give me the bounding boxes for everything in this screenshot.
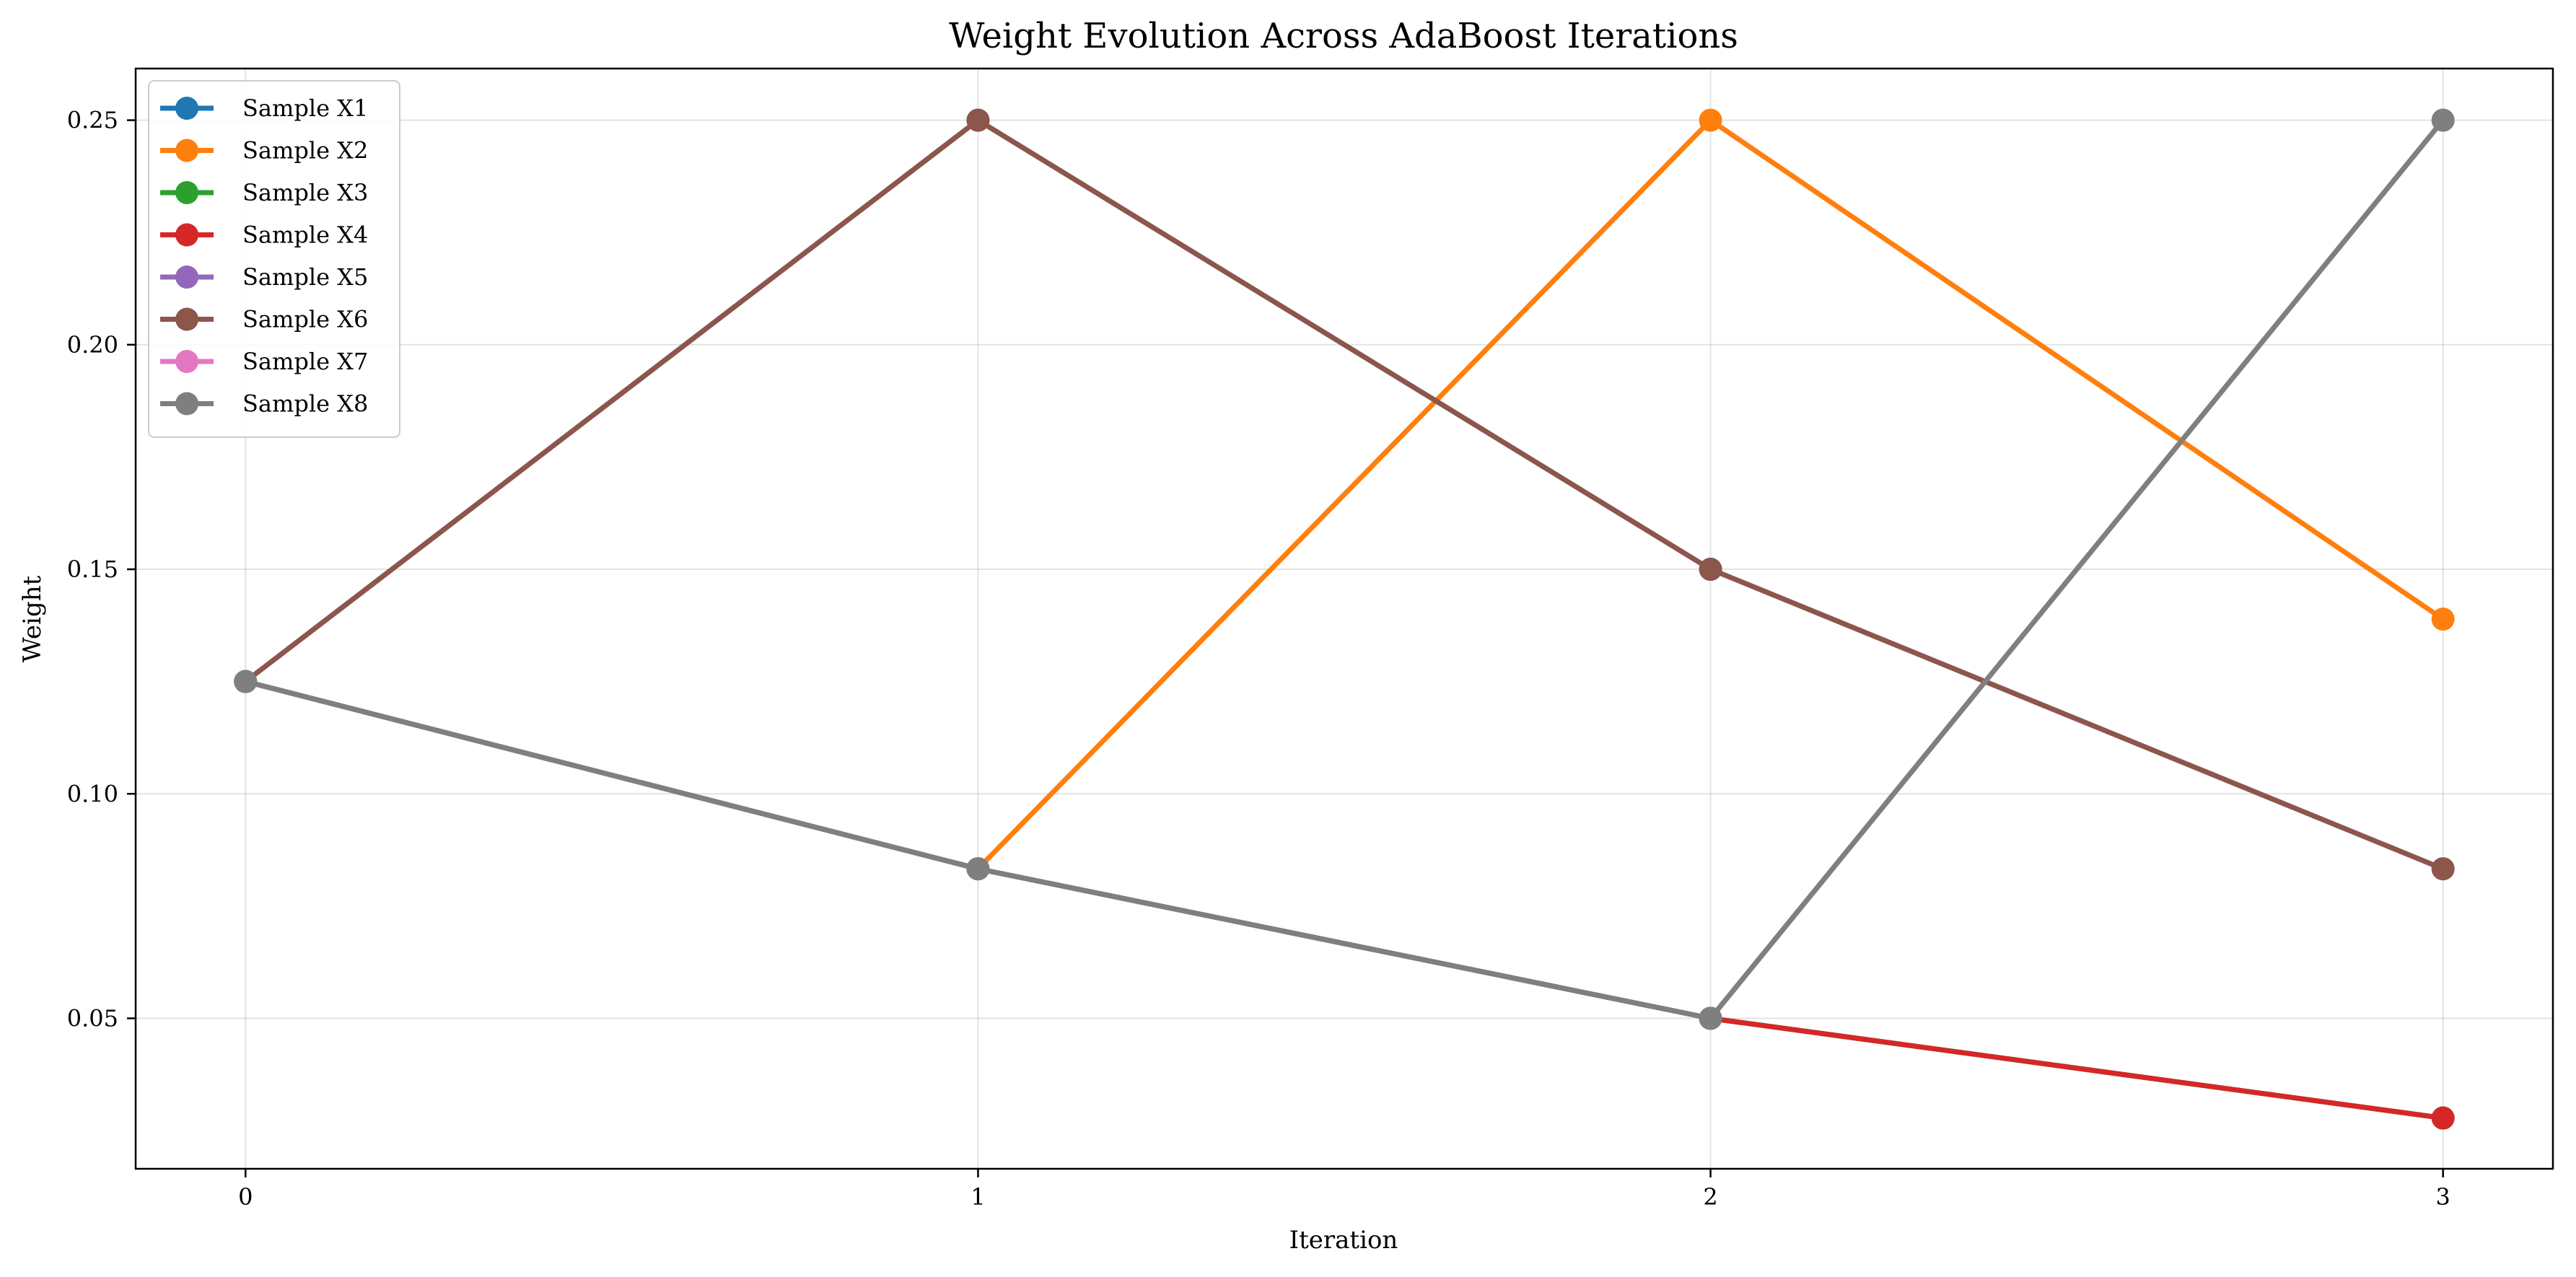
data-point (1699, 558, 1722, 582)
y-tick-label: 0.25 (67, 107, 118, 134)
data-point (2431, 607, 2455, 631)
x-axis-label: Iteration (1289, 1226, 1398, 1255)
legend-item: Sample X8 (160, 390, 368, 418)
legend-label: Sample X3 (242, 179, 368, 206)
legend: Sample X1 Sample X2 Sample X3 Sample X4 Samp… (148, 80, 400, 438)
legend-swatch-marker (175, 307, 198, 331)
data-point (1699, 1006, 1722, 1030)
legend-label: Sample X2 (242, 137, 368, 164)
data-point (1699, 108, 1722, 132)
legend-swatch-marker (175, 223, 198, 247)
legend-label: Sample X4 (242, 221, 368, 249)
legend-swatch-marker (175, 97, 198, 120)
legend-label: Sample X5 (242, 263, 368, 291)
series-line (242, 679, 2446, 1121)
legend-label: Sample X7 (242, 348, 368, 375)
y-axis-label: Weight (18, 575, 47, 662)
legend-item: Sample X5 (160, 263, 368, 291)
grid (136, 69, 2553, 1169)
series-line (242, 679, 2446, 1121)
plot-frame (134, 67, 2554, 1170)
legend-item: Sample X2 (160, 137, 368, 164)
data-point (966, 108, 990, 132)
legend-item: Sample X6 (160, 306, 368, 333)
y-tick-label: 0.20 (67, 331, 118, 359)
legend-item: Sample X7 (160, 348, 368, 375)
x-tick-label: 3 (2436, 1183, 2450, 1211)
x-tick-label: 0 (238, 1183, 253, 1211)
x-tick-label: 2 (1703, 1183, 1717, 1211)
series-lines (234, 108, 2455, 1130)
series-line (242, 118, 2446, 872)
data-point (234, 670, 258, 693)
data-point (966, 857, 990, 881)
chart-title: Weight Evolution Across AdaBoost Iterati… (949, 16, 1738, 56)
series-line (242, 679, 2446, 1121)
legend-label: Sample X8 (242, 390, 368, 418)
legend-swatch-marker (175, 139, 198, 162)
legend-item: Sample X4 (160, 221, 368, 249)
legend-item: Sample X1 (160, 95, 368, 122)
x-axis-ticks: 0 1 2 3 (238, 1169, 2450, 1211)
legend-swatch-marker (175, 181, 198, 204)
legend-item: Sample X3 (160, 179, 368, 206)
y-tick-label: 0.05 (67, 1004, 118, 1032)
legend-swatch-marker (175, 392, 198, 416)
legend-swatch-marker (175, 350, 198, 373)
y-axis-ticks: 0.05 0.10 0.15 0.20 0.25 (67, 107, 136, 1032)
data-point (2431, 1106, 2455, 1130)
y-tick-label: 0.10 (67, 780, 118, 807)
legend-label: Sample X6 (242, 306, 368, 333)
legend-box (148, 80, 400, 438)
legend-swatch-marker (175, 266, 198, 289)
series-line (242, 118, 2446, 872)
data-point (2431, 108, 2455, 132)
x-tick-label: 1 (971, 1183, 985, 1211)
data-point (2431, 857, 2455, 881)
series-8 (234, 108, 2455, 1030)
legend-label: Sample X1 (242, 95, 368, 122)
y-tick-label: 0.15 (67, 556, 118, 583)
series-line (242, 118, 2446, 1021)
